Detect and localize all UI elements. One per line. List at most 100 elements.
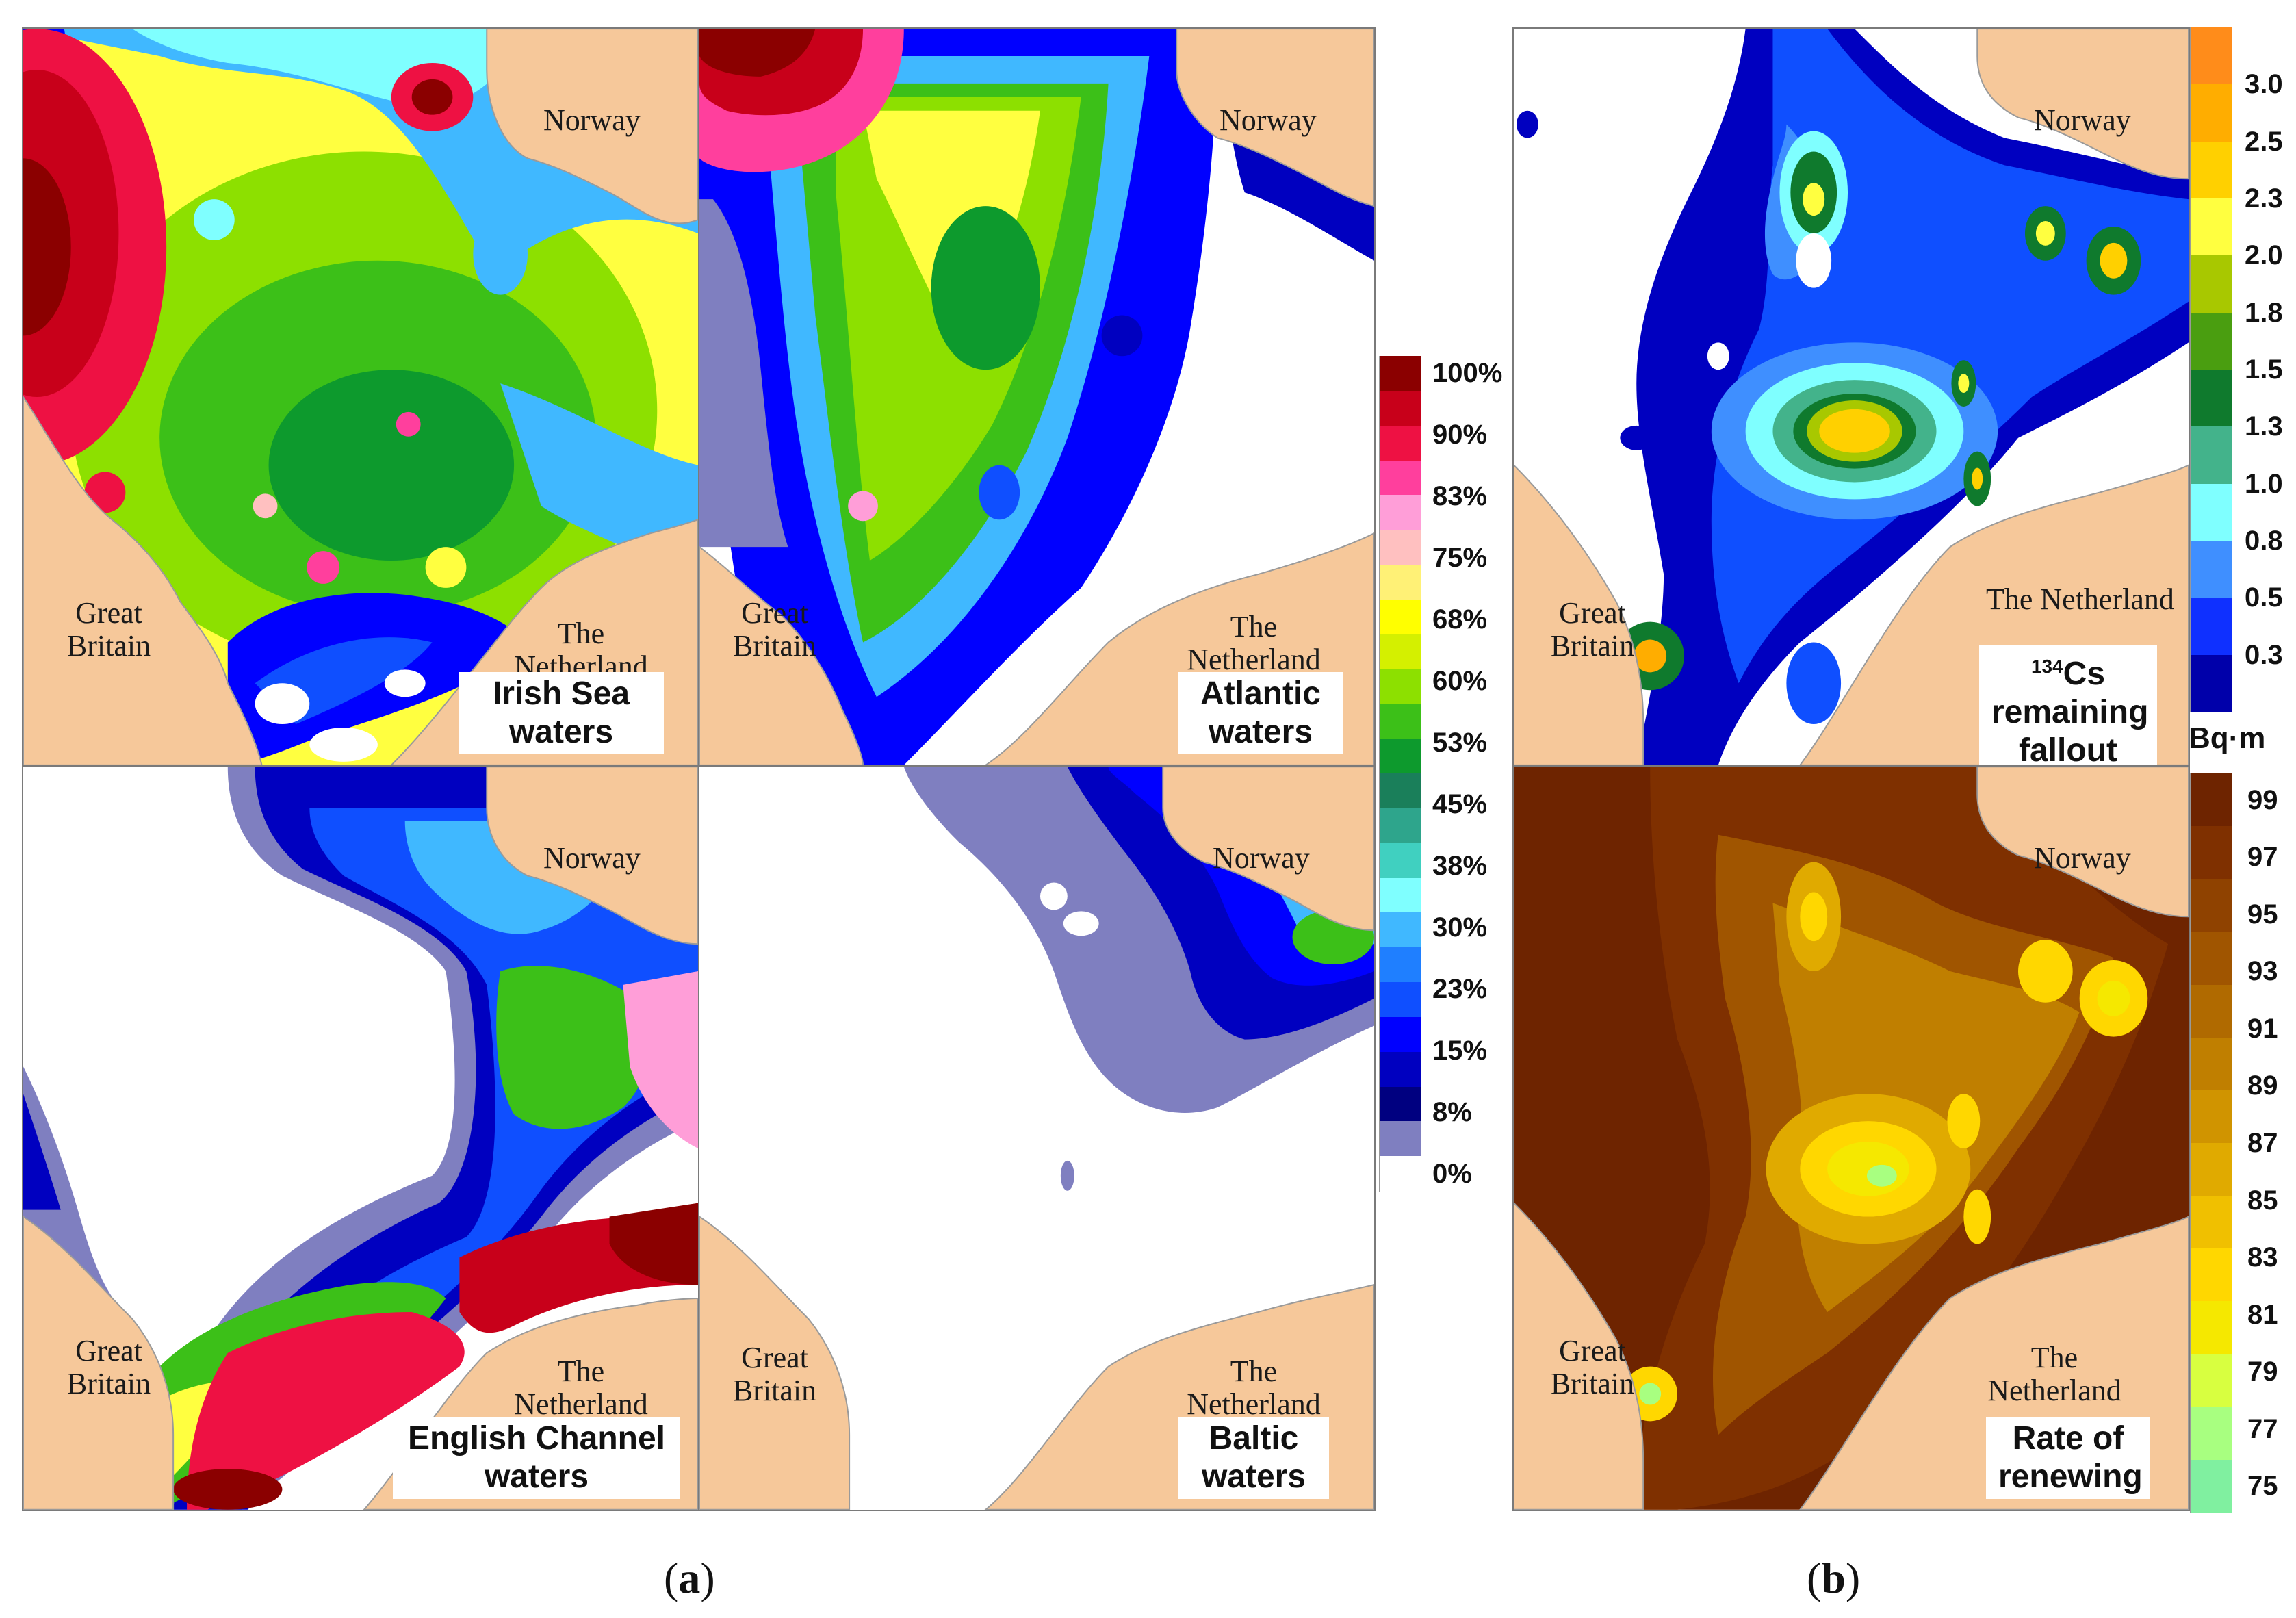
legend-tick-label: 1.0 bbox=[2245, 468, 2283, 499]
legend-swatch bbox=[1379, 565, 1421, 600]
panel-title-english-channel: English Channel waters bbox=[393, 1417, 680, 1499]
map-panel-english-channel: Norway Great Britain The Netherland Engl… bbox=[22, 765, 699, 1511]
legend-swatch bbox=[2190, 426, 2232, 485]
label-the-netherland: The Netherland bbox=[1987, 1341, 2121, 1407]
legend-tick-label: 87 bbox=[2247, 1128, 2278, 1158]
caption-b: (b) bbox=[1807, 1554, 1861, 1602]
legend-swatch bbox=[1379, 599, 1421, 635]
legend-tick-label: 0.5 bbox=[2245, 582, 2283, 613]
label-norway: Norway bbox=[1220, 103, 1317, 137]
legend-swatch bbox=[1379, 843, 1421, 879]
legend-swatch bbox=[1379, 425, 1421, 461]
legend-tick-label: 38% bbox=[1432, 850, 1488, 881]
legend-swatch bbox=[2190, 1301, 2232, 1355]
legend-cs134-unit: Bq·m bbox=[2189, 721, 2266, 755]
legend-tick-label: 53% bbox=[1432, 728, 1488, 758]
legend-swatch bbox=[1379, 1121, 1421, 1157]
label-norway: Norway bbox=[543, 103, 641, 137]
legend-swatch bbox=[2190, 1354, 2232, 1408]
legend-swatch bbox=[1379, 1086, 1421, 1122]
legend-tick-label: 83 bbox=[2247, 1242, 2278, 1273]
label-great-britain: Great Britain bbox=[732, 596, 817, 663]
caption-a: (a) bbox=[664, 1554, 715, 1602]
legend-swatch bbox=[1379, 773, 1421, 809]
legend-tick-label: 97 bbox=[2247, 842, 2278, 873]
contour-map-cs134 bbox=[1514, 29, 2189, 765]
legend-tick-label: 45% bbox=[1432, 788, 1488, 819]
label-great-britain: Great Britain bbox=[66, 1334, 151, 1400]
legend-swatch bbox=[1379, 460, 1421, 496]
label-great-britain: Great Britain bbox=[1550, 1334, 1635, 1400]
legend-swatch bbox=[2190, 1459, 2232, 1513]
legend-swatch bbox=[2190, 1143, 2232, 1197]
legend-swatch bbox=[2190, 773, 2232, 827]
legend-swatch bbox=[1379, 808, 1421, 844]
legend-tick-label: 90% bbox=[1432, 420, 1488, 450]
legend-swatch bbox=[1379, 982, 1421, 1018]
panel-title-renewing: Rate of renewing bbox=[1986, 1417, 2150, 1499]
legend-swatch bbox=[2190, 198, 2232, 257]
legend-tick-label: 1.5 bbox=[2245, 355, 2283, 385]
legend-tick-label: 91 bbox=[2247, 1013, 2278, 1044]
legend-tick-label: 0.3 bbox=[2245, 639, 2283, 670]
legend-tick-label: 79 bbox=[2247, 1357, 2278, 1387]
legend-swatch bbox=[2190, 1037, 2232, 1091]
label-norway: Norway bbox=[2034, 103, 2131, 137]
legend-swatch bbox=[1379, 669, 1421, 705]
map-panel-baltic: Norway Great Britain The Netherland Balt… bbox=[698, 765, 1376, 1511]
contour-map-english-channel bbox=[23, 767, 698, 1510]
legend-tick-label: 85 bbox=[2247, 1185, 2278, 1216]
legend-tick-label: 68% bbox=[1432, 604, 1488, 635]
legend-tick-label: 75 bbox=[2247, 1471, 2278, 1502]
panel-title-cs134: 134Cs remaining fallout bbox=[1979, 645, 2157, 765]
legend-swatch bbox=[2190, 483, 2232, 541]
legend-swatch bbox=[1379, 704, 1421, 740]
caption-b-letter: b bbox=[1821, 1554, 1846, 1602]
legend-water-fraction: 100% 90% 83% 75% 68% 60% 53% 45% 38% 30% 23% 15% 8% 0… bbox=[1379, 356, 1516, 1192]
legend-tick-label: 100% bbox=[1432, 358, 1503, 389]
legend-tick-label: 89 bbox=[2247, 1070, 2278, 1101]
legend-swatch bbox=[2190, 84, 2232, 142]
legend-tick-label: 3.0 bbox=[2245, 69, 2283, 100]
legend-swatch bbox=[1379, 1156, 1421, 1192]
legend-tick-label: 1.3 bbox=[2245, 411, 2283, 442]
legend-swatch bbox=[2190, 1407, 2232, 1461]
caption-a-letter: a bbox=[678, 1554, 701, 1602]
legend-tick-label: 60% bbox=[1432, 666, 1488, 697]
legend-swatch bbox=[2190, 541, 2232, 599]
panel-title-atlantic: Atlantic waters bbox=[1178, 672, 1343, 754]
legend-swatch bbox=[2190, 27, 2232, 86]
label-the-netherland: The Netherland bbox=[514, 1354, 648, 1421]
legend-swatch bbox=[1379, 530, 1421, 565]
legend-swatch bbox=[2190, 141, 2232, 199]
legend-swatch bbox=[1379, 495, 1421, 531]
legend-swatch bbox=[2190, 370, 2232, 428]
legend-swatch bbox=[1379, 390, 1421, 426]
legend-rate-of-renewing: 99 97 95 93 91 89 87 85 83 81 79 77 75 bbox=[2190, 773, 2293, 1513]
legend-swatch bbox=[1379, 877, 1421, 914]
legend-cs134: 3.0 2.5 2.3 2.0 1.8 1.5 1.3 1.0 0.8 0.5 0.3 bbox=[2190, 27, 2293, 712]
map-panel-atlantic: Norway Great Britain The Netherland Atla… bbox=[698, 27, 1376, 767]
legend-swatch bbox=[2190, 1196, 2232, 1250]
legend-tick-label: 2.3 bbox=[2245, 183, 2283, 214]
legend-tick-label: 30% bbox=[1432, 912, 1488, 942]
map-panel-irish-sea: Norway Great Britain The Netherland Iris… bbox=[22, 27, 699, 767]
label-the-netherland: The Netherland bbox=[1187, 1354, 1321, 1421]
legend-swatch bbox=[1379, 1051, 1421, 1088]
contour-map-atlantic bbox=[699, 29, 1374, 765]
legend-tick-label: 0% bbox=[1432, 1158, 1472, 1189]
label-the-netherland: The Netherland bbox=[1187, 610, 1321, 676]
legend-swatch bbox=[2190, 879, 2232, 933]
legend-tick-label: 0.8 bbox=[2245, 526, 2283, 556]
contour-map-irish-sea bbox=[23, 29, 698, 765]
legend-swatch bbox=[2190, 1248, 2232, 1302]
map-panel-rate-of-renewing: Norway Great Britain The Netherland Rate… bbox=[1512, 765, 2190, 1511]
legend-tick-label: 81 bbox=[2247, 1299, 2278, 1330]
legend-tick-label: 99 bbox=[2247, 784, 2278, 815]
legend-tick-label: 23% bbox=[1432, 973, 1488, 1004]
legend-swatch bbox=[1379, 947, 1421, 983]
legend-tick-label: 1.8 bbox=[2245, 297, 2283, 328]
label-great-britain: Great Britain bbox=[66, 596, 151, 663]
legend-swatch bbox=[1379, 912, 1421, 949]
legend-tick-label: 93 bbox=[2247, 956, 2278, 987]
